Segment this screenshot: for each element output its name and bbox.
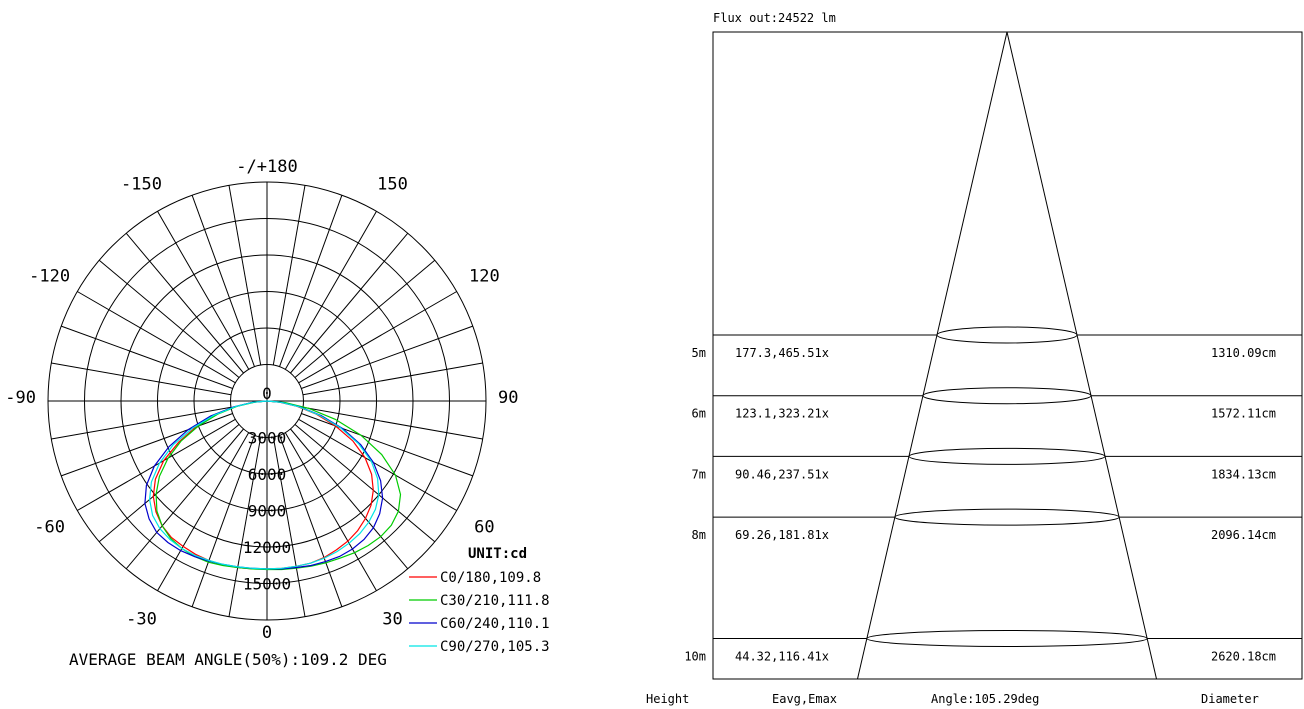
legend-entry-2: C60/240,110.1: [440, 616, 550, 632]
polar-spoke: [157, 211, 250, 370]
row-height-label: 5m: [692, 346, 706, 360]
row-values-label: 69.26,181.81x: [735, 528, 829, 542]
row-height-label: 6m: [692, 407, 706, 421]
row-height-label: 8m: [692, 528, 706, 542]
row-diameter-label: 1572.11cm: [1211, 407, 1276, 421]
footer-height-label: Height: [646, 692, 689, 706]
cone-illuminance-diagram: Flux out:24522 lm 5m 177.3,465.51x 1310.09…: [646, 11, 1303, 706]
polar-spoke: [284, 432, 377, 591]
polar-spoke: [298, 418, 457, 511]
polar-spoke: [272, 185, 306, 366]
angle-label: 150: [377, 175, 408, 195]
angle-label: -90: [5, 388, 36, 408]
polar-spoke: [51, 362, 232, 396]
polar-spoke: [191, 435, 255, 607]
cone-frame: [712, 31, 1303, 680]
polar-spoke: [228, 436, 262, 617]
cone-row-6m: 6m 123.1,323.21x 1572.11cm: [692, 387, 1302, 421]
polar-spoke: [125, 232, 244, 374]
polar-spoke: [279, 195, 343, 367]
footer-values-label: Eavg,Emax: [772, 692, 837, 706]
row-values-label: 123.1,323.21x: [735, 407, 829, 421]
angle-label: -120: [29, 267, 70, 287]
polar-spoke: [284, 211, 377, 370]
row-height-label: 7m: [692, 467, 706, 481]
polar-labels: 3000 6000 9000 12000 15000 0 -/+180 -150 150 -120…: [5, 157, 518, 643]
row-diameter-label: 1310.09cm: [1211, 346, 1276, 360]
beam-angle-label: AVERAGE BEAM ANGLE(50%):109.2 DEG: [69, 650, 387, 669]
angle-label: 60: [474, 518, 494, 538]
polar-spoke: [294, 424, 436, 543]
polar-spoke: [191, 195, 255, 367]
polar-spoke: [294, 259, 436, 378]
beam-ellipse: [922, 387, 1092, 405]
polar-intensity-chart: 3000 6000 9000 12000 15000 0 -/+180 -150 150 -120…: [5, 157, 549, 669]
ring-label: 6000: [248, 465, 287, 484]
polar-spoke: [98, 259, 240, 378]
unit-label: UNIT:cd: [468, 546, 527, 562]
polar-spoke: [77, 418, 236, 511]
cone-row-8m: 8m 69.26,181.81x 2096.14cm: [692, 508, 1302, 542]
polar-spoke: [301, 413, 473, 477]
cone-right-edge: [1006, 31, 1157, 680]
polar-spoke: [302, 362, 483, 396]
polar-spoke: [302, 406, 483, 440]
angle-label: 30: [382, 609, 402, 629]
footer-angle-label: Angle:105.29deg: [931, 692, 1039, 706]
polar-legend: C0/180,109.8 C30/210,111.8 C60/240,110.1 C9…: [409, 570, 550, 655]
polar-spoke: [98, 424, 240, 543]
angle-label: -/+180: [236, 157, 297, 177]
polar-spoke: [51, 406, 232, 440]
polar-spoke: [125, 428, 244, 570]
polar-spoke: [290, 232, 409, 374]
legend-entry-3: C90/270,105.3: [440, 639, 550, 655]
angle-label: -30: [126, 609, 157, 629]
legend-entry-1: C30/210,111.8: [440, 593, 550, 609]
cone-row-7m: 7m 90.46,237.51x 1834.13cm: [692, 447, 1302, 481]
ring-label: 12000: [243, 538, 291, 557]
polar-spoke: [61, 413, 233, 477]
polar-spoke: [228, 185, 262, 366]
row-values-label: 44.32,116.41x: [735, 650, 829, 664]
beam-ellipse: [908, 447, 1106, 465]
row-diameter-label: 2096.14cm: [1211, 528, 1276, 542]
polar-curves: [144, 400, 402, 571]
angle-label: 90: [498, 388, 518, 408]
row-diameter-label: 1834.13cm: [1211, 467, 1276, 481]
angle-label: -60: [34, 518, 65, 538]
polar-spoke: [157, 432, 250, 591]
row-values-label: 177.3,465.51x: [735, 346, 829, 360]
cone-row-5m: 5m 177.3,465.51x 1310.09cm: [692, 326, 1302, 360]
polar-spoke: [298, 291, 457, 384]
angle-label: 120: [469, 267, 500, 287]
flux-out-label: Flux out:24522 lm: [713, 11, 836, 25]
polar-grid: [47, 181, 487, 621]
polar-spoke: [301, 325, 473, 389]
cone-row-10m: 10m 44.32,116.41x 2620.18cm: [684, 630, 1302, 664]
ring-label: 3000: [248, 429, 287, 448]
polar-curve-3: [148, 400, 380, 570]
ring-label: 9000: [248, 502, 287, 521]
angle-label: 0: [262, 623, 272, 643]
beam-ellipse: [936, 326, 1078, 344]
polar-spoke: [279, 435, 343, 607]
row-values-label: 90.46,237.51x: [735, 467, 829, 481]
polar-spoke: [77, 291, 236, 384]
ring-label: 15000: [243, 575, 291, 594]
polar-spoke: [272, 436, 306, 617]
beam-ellipse: [866, 630, 1148, 647]
cone-rows: 5m 177.3,465.51x 1310.09cm 6m 123.1,323.21x 1…: [684, 326, 1302, 664]
row-diameter-label: 2620.18cm: [1211, 650, 1276, 664]
row-height-label: 10m: [684, 650, 706, 664]
cone-left-edge: [857, 31, 1008, 680]
angle-label: -150: [121, 175, 162, 195]
polar-spoke: [61, 325, 233, 389]
legend-entry-0: C0/180,109.8: [440, 570, 541, 586]
footer-diameter-label: Diameter: [1201, 692, 1259, 706]
polar-spoke: [290, 428, 409, 570]
center-label: 0: [262, 384, 272, 403]
beam-ellipse: [894, 508, 1120, 526]
